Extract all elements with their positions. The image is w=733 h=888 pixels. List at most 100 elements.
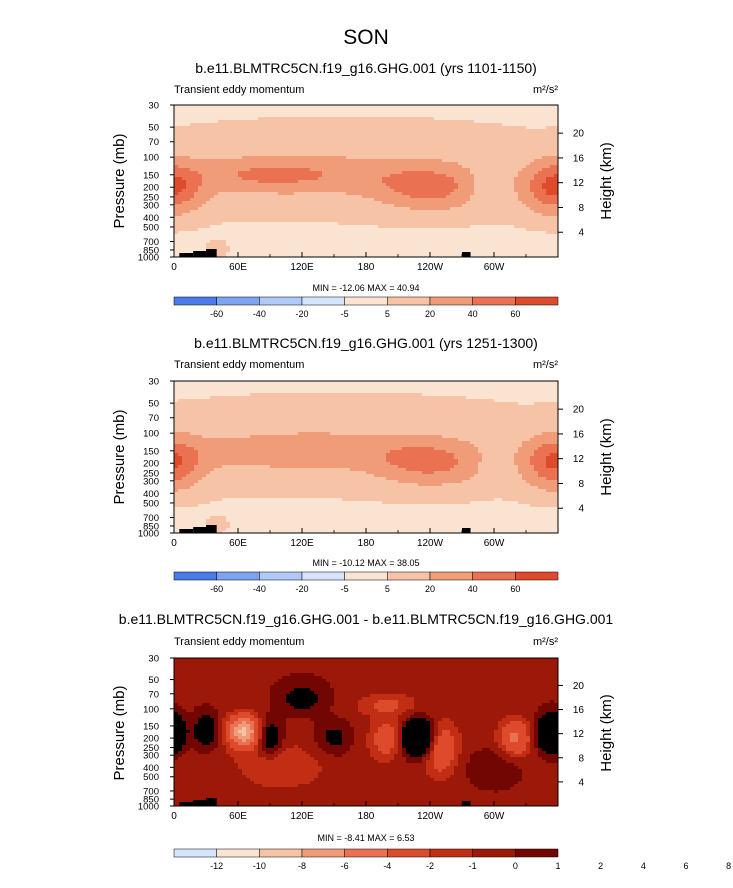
field-cell [290,129,295,133]
field-cell [186,153,191,157]
field-cell [374,120,379,124]
field-cell [258,126,263,130]
field-cell [482,249,487,253]
field-cell [434,228,439,232]
field-cell [270,144,275,148]
field-cell [418,249,423,253]
field-cell [210,117,215,121]
field-cell [406,180,411,184]
field-cell [294,216,299,220]
field-cell [474,147,479,151]
field-cell [246,222,251,226]
field-cell [318,129,323,133]
field-cell [346,168,351,172]
field-cell [534,225,539,229]
field-cell [186,150,191,154]
field-cell [294,138,299,142]
field-cell [466,162,471,166]
field-cell [186,240,191,244]
field-cell [534,150,539,154]
field-cell [250,210,255,214]
field-cell [314,198,319,202]
field-cell [514,204,519,208]
field-cell [182,186,187,190]
field-cell [258,138,263,142]
field-cell [358,189,363,193]
field-cell [498,171,503,175]
field-cell [518,183,523,187]
field-cell [554,156,558,160]
field-cell [430,138,435,142]
field-cell [298,105,303,109]
field-cell [346,201,351,205]
field-cell [362,246,367,250]
field-cell [286,237,291,241]
field-cell [314,237,319,241]
field-cell [374,237,379,241]
field-cell [342,186,347,190]
field-cell [462,198,467,202]
field-cell [386,219,391,223]
field-cell [414,150,419,154]
field-cell [470,162,475,166]
field-cell [246,138,251,142]
field-cell [302,144,307,148]
field-cell [470,144,475,148]
field-cell [258,198,263,202]
field-cell [494,240,499,244]
field-cell [406,138,411,142]
field-cell [254,147,259,151]
field-cell [266,123,271,127]
field-cell [206,117,211,121]
field-cell [314,180,319,184]
field-cell [222,171,227,175]
field-cell [254,201,259,205]
field-cell [482,204,487,208]
field-cell [554,195,558,199]
field-cell [370,192,375,196]
field-cell [358,216,363,220]
field-cell [438,108,443,112]
field-cell [470,141,475,145]
field-cell [402,252,407,256]
field-cell [258,150,263,154]
field-cell [290,147,295,151]
field-cell [318,147,323,151]
field-cell [282,225,287,229]
field-cell [338,252,343,256]
field-cell [202,153,207,157]
field-cell [478,141,483,145]
field-cell [214,141,219,145]
field-cell [370,228,375,232]
field-cell [546,168,551,172]
field-cell [482,150,487,154]
field-cell [458,156,463,160]
field-cell [338,144,343,148]
field-cell [406,231,411,235]
field-cell [230,168,235,172]
field-cell [242,177,247,181]
field-cell [234,249,239,253]
field-cell [534,132,539,136]
field-cell [194,135,199,139]
field-cell [542,126,547,130]
field-cell [178,210,183,214]
field-cell [274,123,279,127]
field-cell [550,153,555,157]
field-cell [478,153,483,157]
field-cell [242,141,247,145]
field-cell [186,108,191,112]
field-cell [422,216,427,220]
field-cell [422,114,427,118]
field-cell [554,108,558,112]
field-cell [374,153,379,157]
field-cell [494,189,499,193]
field-cell [482,156,487,160]
field-cell [542,252,547,256]
field-cell [418,216,423,220]
field-cell [418,123,423,127]
field-cell [454,219,459,223]
field-cell [470,129,475,133]
field-cell [470,252,475,256]
field-cell [310,171,315,175]
